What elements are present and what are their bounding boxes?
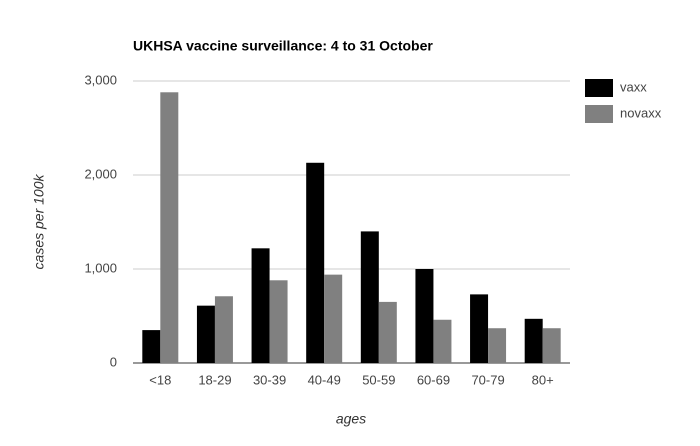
chart-title: UKHSA vaccine surveillance: 4 to 31 Octo… xyxy=(133,38,433,54)
x-tick-label: 50-59 xyxy=(362,372,395,387)
bar xyxy=(378,301,397,363)
bar xyxy=(196,305,215,363)
y-tick-label: 3,000 xyxy=(84,72,117,87)
x-tick-label: 70-79 xyxy=(471,372,504,387)
legend-swatch xyxy=(585,105,613,123)
bar xyxy=(415,269,434,363)
bar xyxy=(214,296,233,363)
y-axis-label: cases per 100k xyxy=(31,174,47,270)
bar xyxy=(542,328,561,363)
bar xyxy=(433,319,452,363)
bar xyxy=(269,280,288,363)
y-tick-label: 1,000 xyxy=(84,260,117,275)
bar xyxy=(160,92,179,363)
legend-label: vaxx xyxy=(620,79,647,94)
bar xyxy=(524,318,543,363)
bar xyxy=(142,330,161,363)
bar xyxy=(324,274,343,363)
bar xyxy=(251,248,270,363)
y-tick-label: 0 xyxy=(110,354,117,369)
bar xyxy=(360,231,379,363)
x-tick-label: 80+ xyxy=(532,372,554,387)
x-tick-label: 30-39 xyxy=(253,372,286,387)
x-tick-label: 40-49 xyxy=(308,372,341,387)
legend-swatch xyxy=(585,79,613,97)
x-axis-label: ages xyxy=(336,411,366,427)
bar xyxy=(488,328,507,363)
x-tick-label: <18 xyxy=(149,372,171,387)
bar xyxy=(306,162,325,363)
x-tick-label: 60-69 xyxy=(417,372,450,387)
x-tick-label: 18-29 xyxy=(198,372,231,387)
legend-label: novaxx xyxy=(620,105,662,120)
bar xyxy=(470,294,489,363)
y-tick-label: 2,000 xyxy=(84,166,117,181)
